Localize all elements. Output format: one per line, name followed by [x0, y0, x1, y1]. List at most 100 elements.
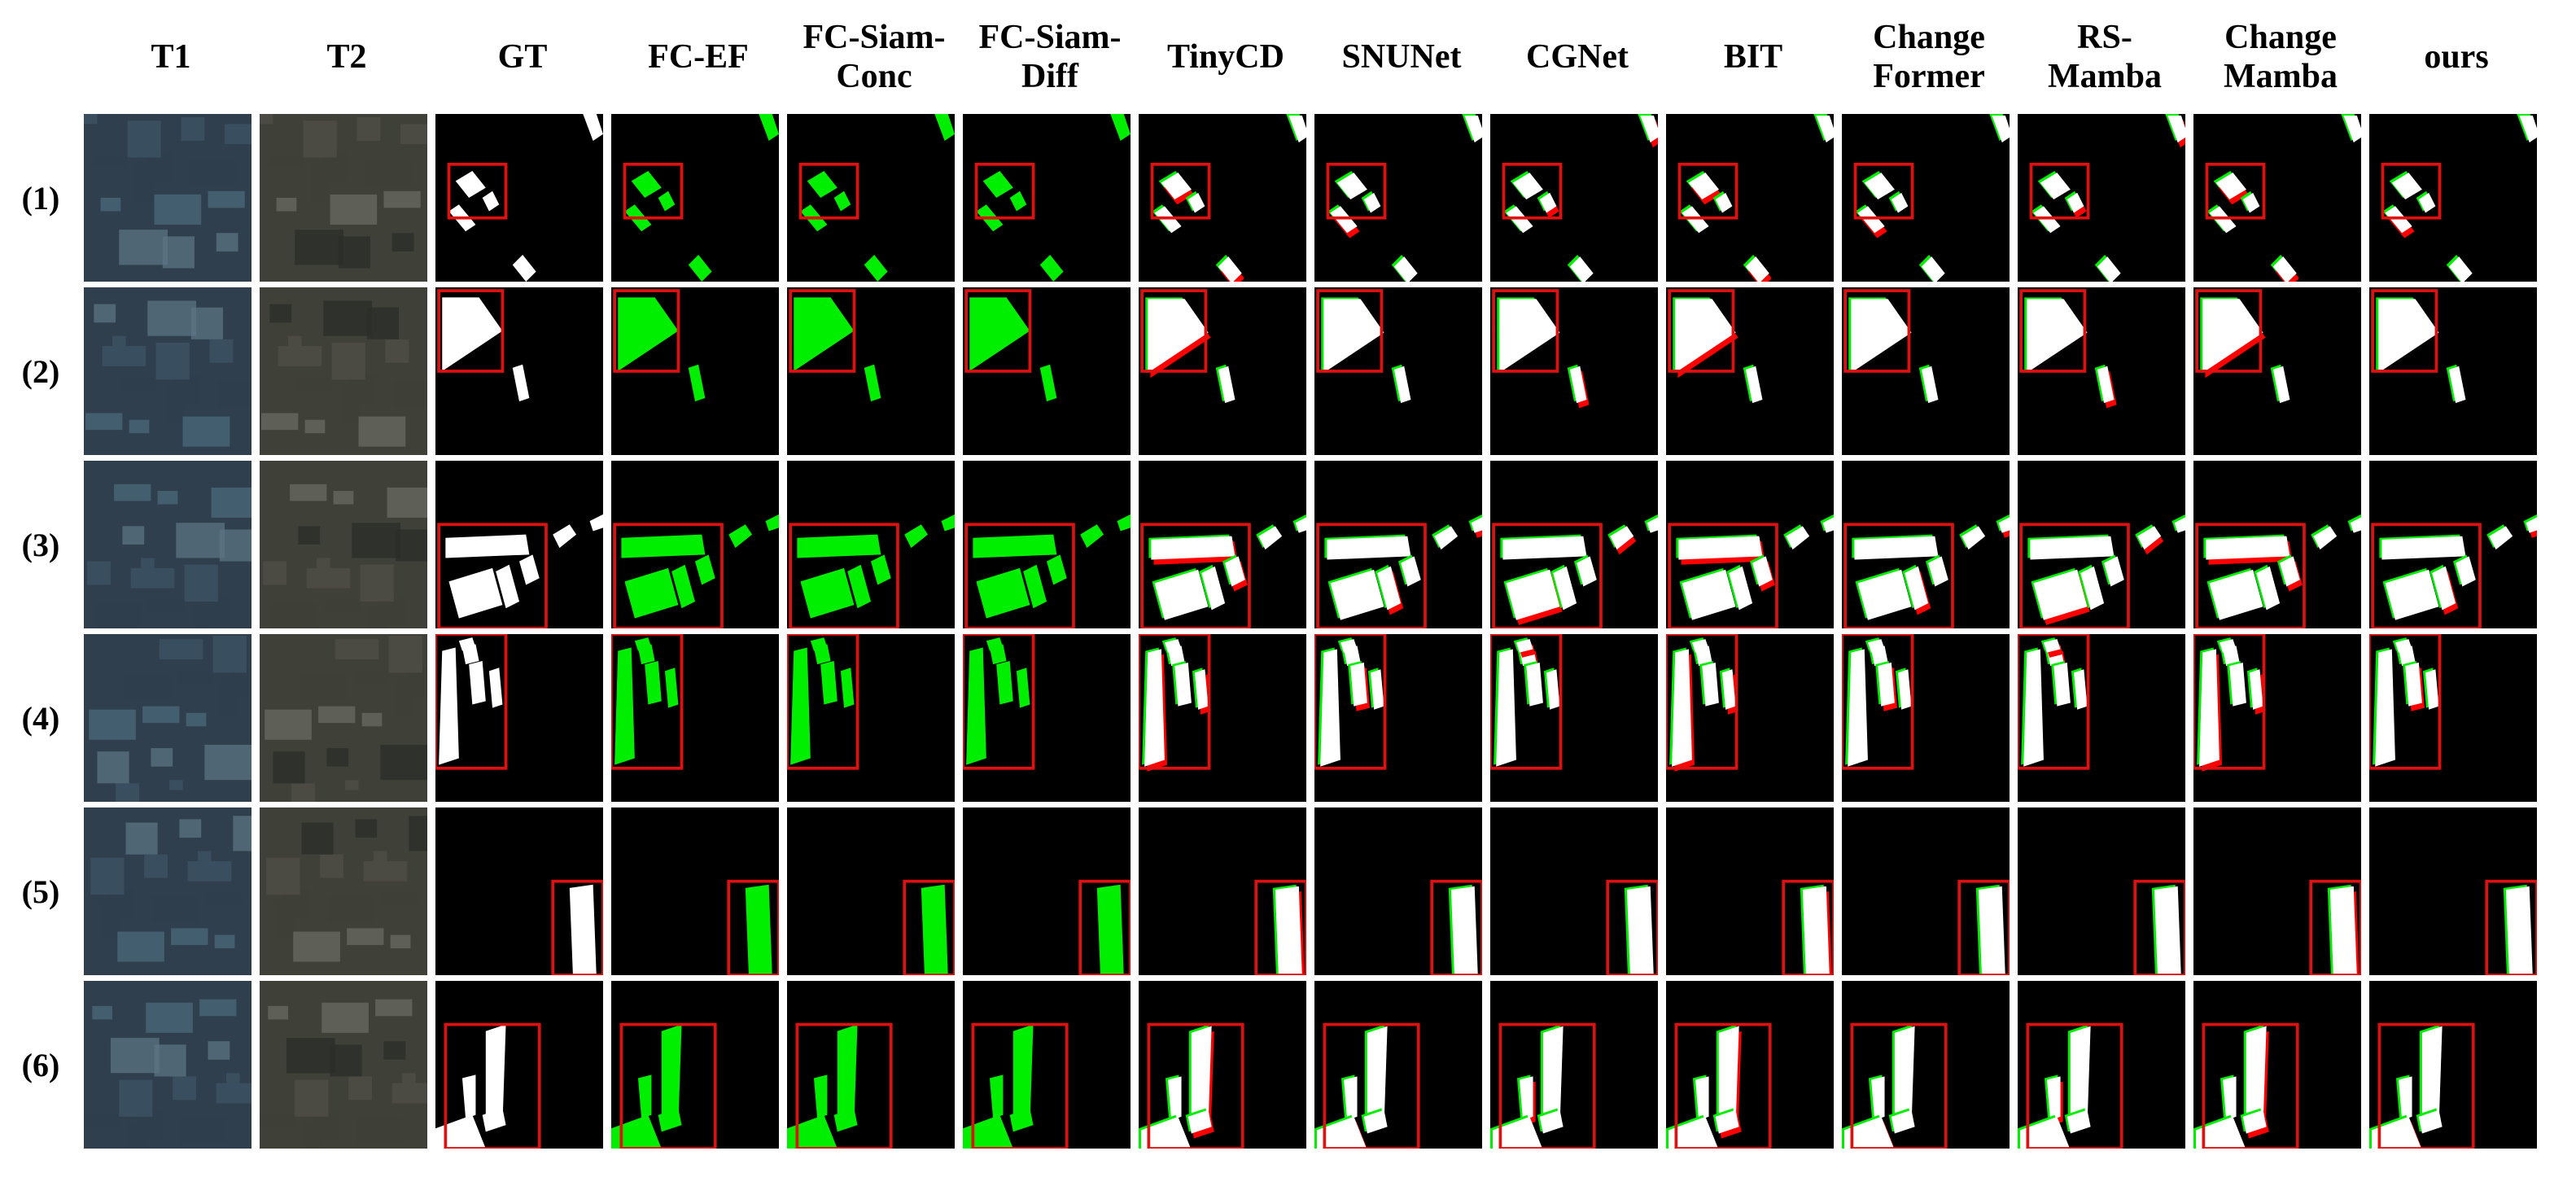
prediction-mask: [963, 807, 1131, 975]
prediction-mask: [963, 461, 1131, 628]
detected-change-region: [1921, 365, 1939, 404]
detected-change-region: [1506, 569, 1560, 620]
missed-change-region: [871, 554, 891, 585]
missed-change-region: [645, 660, 662, 705]
detected-change-region: [1323, 299, 1384, 374]
changed-region: [589, 514, 603, 532]
highlight-box: [1150, 162, 1211, 220]
missed-change-region: [745, 884, 772, 975]
column-header: FC-EF: [648, 38, 749, 76]
detected-change-region: [1647, 517, 1658, 533]
prediction-mask: [1666, 287, 1834, 455]
prediction-mask: [611, 634, 779, 802]
highlight-box: [964, 523, 1075, 628]
missed-change-region: [921, 884, 948, 975]
highlight-box: [903, 879, 955, 975]
detected-change-region: [1678, 536, 1763, 560]
detected-change-region: [1201, 566, 1226, 611]
prediction-mask: [1490, 461, 1658, 628]
prediction-mask: [1490, 807, 1658, 975]
prediction-mask: [611, 981, 779, 1149]
detected-change-region: [1496, 649, 1516, 767]
detected-change-region: [2223, 1076, 2237, 1120]
detected-change-region: [1786, 526, 1810, 550]
detected-change-region: [2066, 1109, 2091, 1134]
missed-change-region: [637, 1074, 652, 1118]
changed-region: [485, 1024, 506, 1129]
row-label: (4): [21, 699, 60, 737]
highlight-box: [1674, 1022, 1772, 1149]
highlight-box: [613, 523, 724, 628]
detected-change-region: [1816, 116, 1834, 143]
prediction-mask: [2193, 634, 2361, 802]
prediction-mask: [1666, 114, 1834, 282]
detected-change-region: [1320, 649, 1340, 767]
highlight-box: [2205, 162, 2266, 220]
highlight-box: [1677, 162, 1738, 220]
changed-region: [569, 884, 597, 975]
highlight-box: [1326, 162, 1387, 220]
detected-change-region: [1499, 299, 1560, 374]
missed-change-region: [671, 564, 695, 609]
detected-change-region: [1577, 556, 1597, 587]
detected-change-region: [2313, 526, 2338, 550]
changed-region: [482, 190, 500, 212]
column-header: TinyCD: [1167, 38, 1284, 76]
highlight-box: [789, 523, 899, 628]
changed-region: [553, 524, 577, 549]
image-t1: [84, 807, 251, 975]
prediction-mask: [1842, 287, 2010, 455]
column-header: ours: [2424, 38, 2489, 76]
detected-change-region: [1851, 299, 1912, 374]
prediction-mask: [1139, 634, 1306, 802]
prediction-mask: [1139, 981, 1306, 1149]
prediction-mask: [1842, 114, 2010, 282]
prediction-mask: [1314, 981, 1482, 1149]
highlight-box: [1492, 523, 1603, 628]
missed-change-region: [810, 637, 828, 651]
changed-region: [482, 1108, 506, 1132]
detected-change-region: [1154, 569, 1209, 620]
detected-change-region: [2154, 886, 2181, 975]
image-t2: [260, 634, 427, 802]
detected-change-region: [2167, 116, 2185, 143]
detected-change-region: [2242, 1109, 2267, 1134]
highlight-box: [444, 1022, 541, 1149]
column-header: GT: [497, 38, 548, 76]
prediction-mask: [611, 461, 779, 628]
image-t2: [260, 461, 427, 628]
missed-change-region: [1009, 190, 1027, 212]
highlight-box: [2371, 289, 2438, 373]
row-label: (5): [21, 873, 60, 910]
image-t1: [84, 634, 251, 802]
prediction-mask: [1490, 287, 1658, 455]
detected-change-region: [1363, 192, 1381, 213]
detected-change-region: [1998, 517, 2010, 533]
highlight-box: [1316, 289, 1384, 373]
detected-change-region: [2209, 206, 2237, 234]
missed-change-region: [1047, 554, 1067, 585]
detected-change-region: [2053, 663, 2071, 707]
detected-change-region: [1672, 649, 1692, 767]
missed-change-region: [969, 297, 1030, 371]
missed-change-region: [1039, 255, 1064, 282]
detected-change-region: [1542, 1026, 1564, 1131]
detected-change-region: [1539, 192, 1557, 213]
prediction-mask: [2018, 461, 2185, 628]
highlight-box: [1430, 879, 1482, 975]
missed-change-region: [1023, 564, 1047, 609]
detected-change-region: [1512, 173, 1543, 200]
prediction-mask: [2369, 114, 2537, 282]
detected-change-region: [1871, 1076, 1885, 1120]
detected-change-region: [1148, 299, 1209, 374]
highlight-box: [1606, 879, 1658, 975]
changed-region: [435, 1114, 486, 1149]
prediction-mask: [2369, 287, 2537, 455]
detected-change-region: [2375, 649, 2395, 767]
missed-change-region: [787, 1114, 838, 1149]
detected-change-region: [2202, 299, 2263, 374]
row-label: (2): [21, 352, 60, 390]
missed-change-region: [611, 1114, 662, 1149]
column-header: RS- Mamba: [2048, 19, 2162, 95]
detected-change-region: [1191, 1026, 1212, 1131]
